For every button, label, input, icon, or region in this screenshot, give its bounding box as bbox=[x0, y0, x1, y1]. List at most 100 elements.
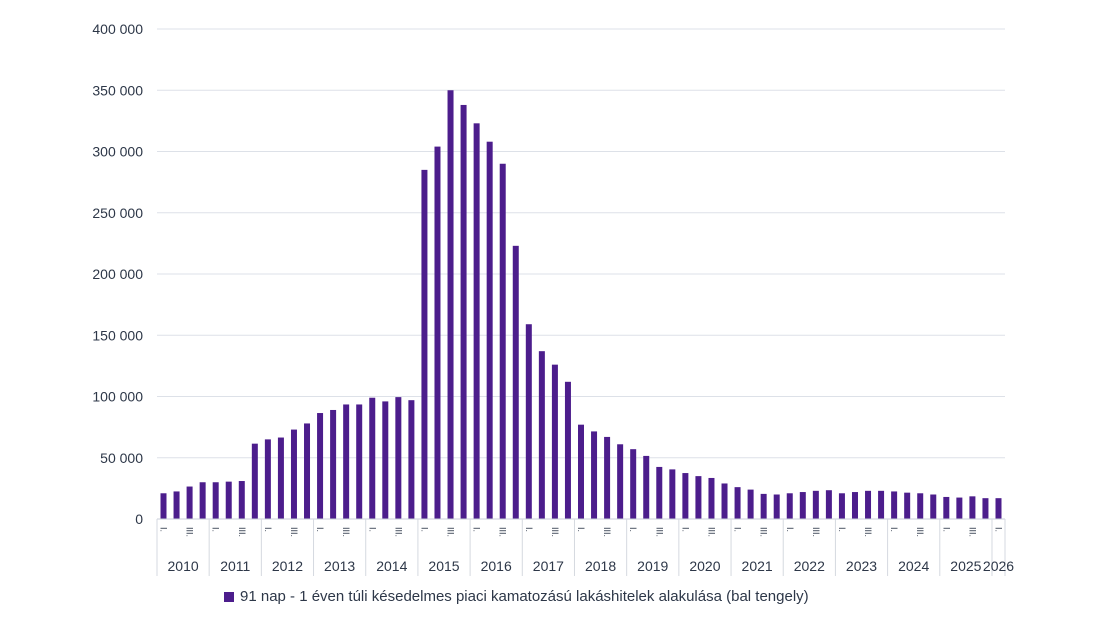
bar bbox=[669, 469, 676, 519]
quarter-label: III. bbox=[706, 527, 716, 537]
y-tick-label: 200 000 bbox=[92, 266, 143, 282]
legend: 91 nap - 1 éven túli késedelmes piaci ka… bbox=[224, 588, 809, 605]
quarter-label: III. bbox=[602, 527, 612, 537]
year-label: 2019 bbox=[637, 558, 668, 574]
bar bbox=[251, 443, 258, 519]
bar bbox=[382, 401, 389, 519]
quarter-label: I. bbox=[524, 527, 534, 532]
bar bbox=[708, 477, 715, 519]
bar bbox=[564, 381, 571, 519]
year-label: 2026 bbox=[983, 558, 1014, 574]
y-tick-label: 150 000 bbox=[92, 327, 143, 343]
bar bbox=[460, 104, 467, 519]
quarter-label: I. bbox=[419, 527, 429, 532]
quarter-label: I. bbox=[889, 527, 899, 532]
quarter-label: I. bbox=[733, 527, 743, 532]
quarter-label: III. bbox=[237, 527, 247, 537]
quarter-label: III. bbox=[446, 527, 456, 537]
bar bbox=[825, 490, 832, 519]
quarter-label: I. bbox=[628, 527, 638, 532]
bar-series bbox=[160, 90, 1002, 519]
y-axis-ticks: 0 50 000 100 000 150 000 200 000 250 000 300 0… bbox=[92, 21, 143, 527]
quarter-label: III. bbox=[915, 527, 925, 537]
bar bbox=[630, 449, 637, 519]
quarter-label: III. bbox=[393, 527, 403, 537]
bar bbox=[499, 163, 506, 519]
bar bbox=[160, 493, 167, 519]
bar bbox=[369, 397, 376, 519]
quarter-label: I. bbox=[785, 527, 795, 532]
bar bbox=[721, 483, 728, 519]
bar bbox=[956, 497, 963, 519]
year-label: 2018 bbox=[585, 558, 616, 574]
bar bbox=[512, 245, 519, 519]
bar bbox=[604, 436, 611, 519]
year-label: 2022 bbox=[794, 558, 825, 574]
quarter-label: III. bbox=[185, 527, 195, 537]
quarter-label: I. bbox=[680, 527, 690, 532]
bar bbox=[486, 141, 493, 519]
bar bbox=[238, 481, 245, 519]
bar bbox=[473, 123, 480, 519]
bar bbox=[408, 400, 415, 519]
bar bbox=[343, 404, 350, 519]
bar bbox=[747, 489, 754, 519]
bar bbox=[904, 492, 911, 519]
quarter-label: III. bbox=[498, 527, 508, 537]
bar bbox=[525, 324, 532, 519]
quarter-label: III. bbox=[654, 527, 664, 537]
quarter-label: I. bbox=[159, 527, 169, 532]
bar bbox=[643, 455, 650, 519]
bar bbox=[617, 444, 624, 519]
bar bbox=[773, 494, 780, 519]
quarter-label: I. bbox=[941, 527, 951, 532]
bar bbox=[969, 496, 976, 519]
quarter-label: I. bbox=[994, 527, 1004, 532]
bar bbox=[943, 496, 950, 519]
bar bbox=[434, 146, 441, 519]
bar bbox=[395, 397, 402, 519]
year-label: 2015 bbox=[428, 558, 459, 574]
bar bbox=[695, 476, 702, 519]
y-tick-label: 250 000 bbox=[92, 205, 143, 221]
bar bbox=[799, 492, 806, 519]
quarter-label: III. bbox=[289, 527, 299, 537]
bar bbox=[447, 90, 454, 519]
bar bbox=[930, 494, 937, 519]
bar bbox=[356, 404, 363, 519]
bar bbox=[317, 413, 324, 519]
y-tick-label: 100 000 bbox=[92, 389, 143, 405]
bar bbox=[982, 498, 989, 519]
bar bbox=[734, 487, 741, 519]
bar bbox=[551, 364, 558, 519]
year-label: 2017 bbox=[533, 558, 564, 574]
year-label: 2012 bbox=[272, 558, 303, 574]
bar bbox=[421, 169, 428, 519]
year-label: 2025 bbox=[950, 558, 981, 574]
bar bbox=[760, 493, 767, 519]
quarter-label: I. bbox=[837, 527, 847, 532]
quarter-label: I. bbox=[211, 527, 221, 532]
x-axis: 2010 2011 2012 2013 2014 2015 2016 2017 2018 2019… bbox=[156, 518, 1014, 576]
bar bbox=[199, 482, 206, 519]
quarter-label: I. bbox=[367, 527, 377, 532]
year-label: 2014 bbox=[376, 558, 407, 574]
legend-swatch bbox=[224, 591, 234, 602]
bar bbox=[865, 490, 872, 519]
year-label: 2020 bbox=[689, 558, 720, 574]
quarter-label: III. bbox=[759, 527, 769, 537]
bar bbox=[812, 490, 819, 519]
quarter-label: III. bbox=[967, 527, 977, 537]
bar bbox=[682, 473, 689, 519]
y-tick-label: 50 000 bbox=[100, 450, 143, 466]
quarter-label: I. bbox=[576, 527, 586, 532]
bar bbox=[786, 493, 793, 519]
bar bbox=[878, 490, 885, 519]
bar bbox=[995, 498, 1002, 519]
bar bbox=[538, 351, 545, 519]
y-tick-label: 350 000 bbox=[92, 82, 143, 98]
quarter-label: I. bbox=[472, 527, 482, 532]
y-tick-label: 0 bbox=[135, 511, 143, 527]
bar bbox=[891, 491, 898, 519]
